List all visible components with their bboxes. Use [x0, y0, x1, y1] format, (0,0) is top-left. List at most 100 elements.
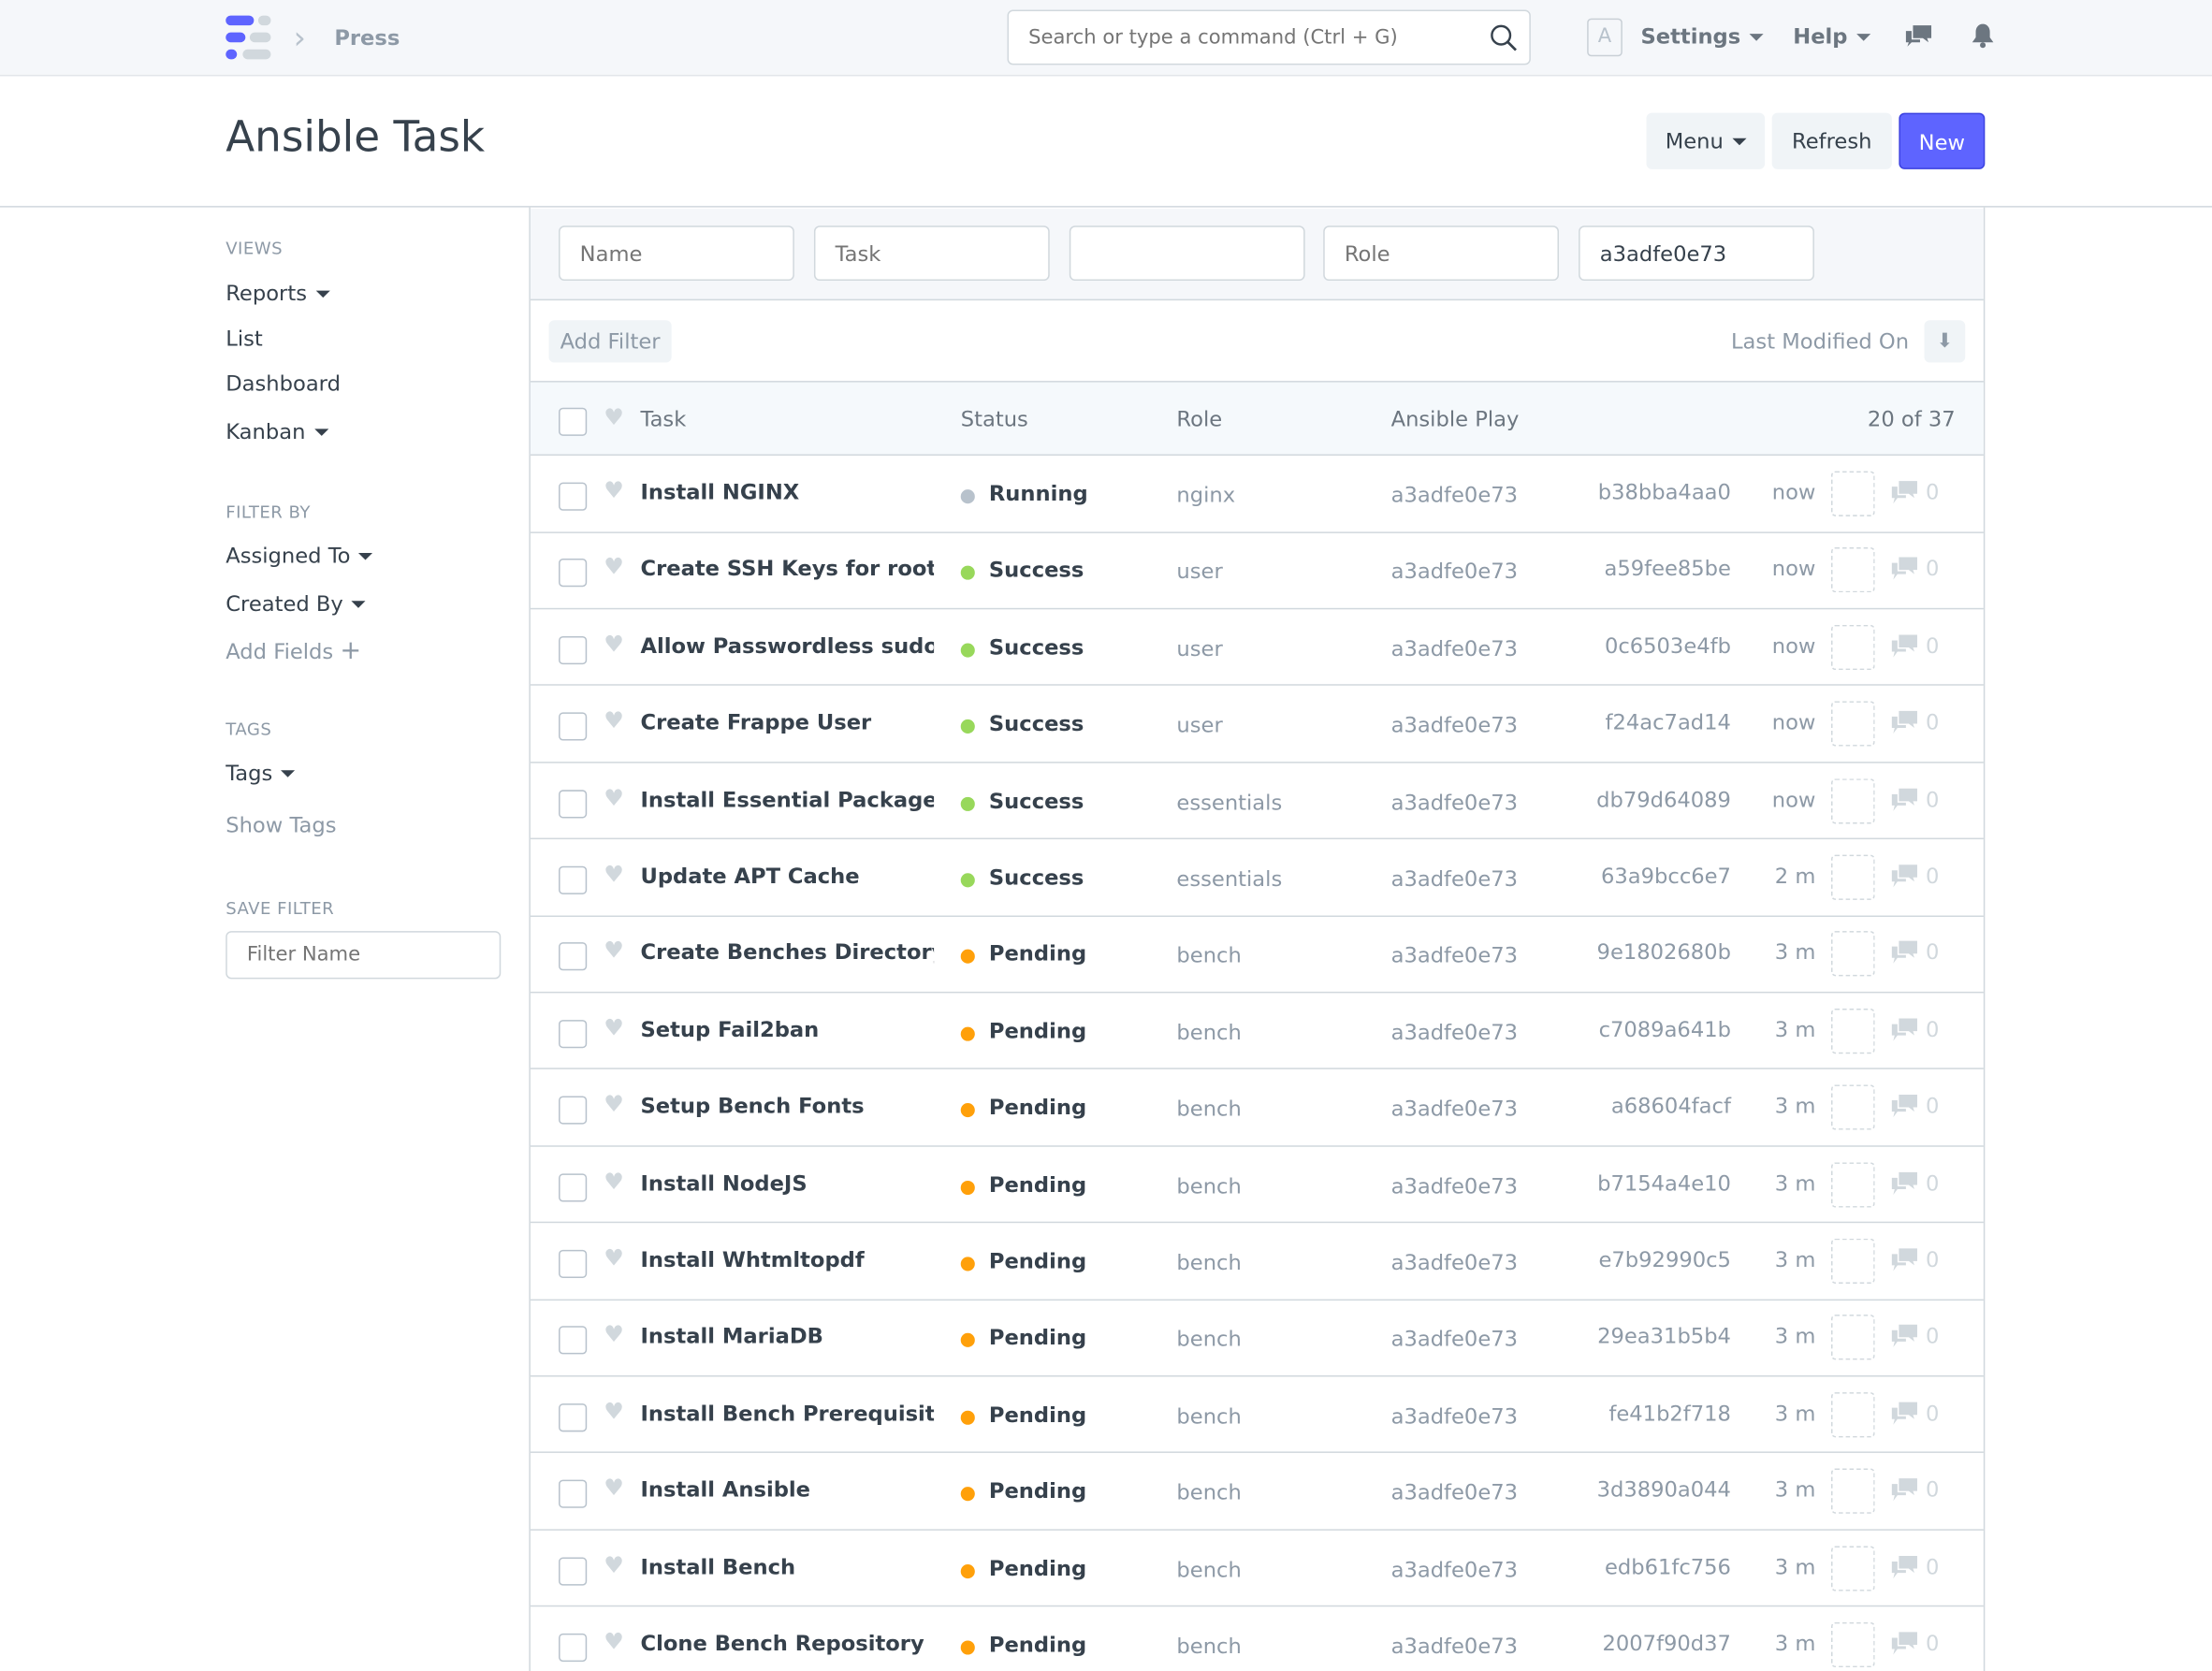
help-dropdown[interactable]: Help: [1793, 24, 1870, 50]
role-filter-input[interactable]: [1323, 225, 1560, 282]
record-name[interactable]: a59fee85be: [1604, 556, 1731, 582]
heart-icon[interactable]: ♥: [604, 403, 624, 430]
assigned-to-filter[interactable]: Assigned To: [226, 543, 373, 569]
table-row[interactable]: ♥ Install NGINX Running nginx a3adfe0e73 b38b…: [530, 456, 1984, 533]
heart-icon[interactable]: ♥: [604, 706, 624, 734]
record-name[interactable]: c7089a641b: [1598, 1016, 1731, 1042]
record-name[interactable]: b7154a4e10: [1597, 1170, 1731, 1196]
sidebar-item-reports[interactable]: Reports: [226, 281, 330, 306]
heart-icon[interactable]: ♥: [604, 1550, 624, 1578]
add-filter-button[interactable]: Add Filter: [548, 320, 672, 363]
task-link[interactable]: Create Benches Directory: [640, 939, 935, 966]
assign-placeholder[interactable]: [1830, 471, 1875, 516]
heart-icon[interactable]: ♥: [604, 1090, 624, 1118]
table-row[interactable]: ♥ Setup Bench Fonts Pending bench a3adfe0e73…: [530, 1069, 1984, 1147]
record-name[interactable]: b38bba4aa0: [1597, 479, 1731, 505]
app-logo[interactable]: [226, 15, 273, 61]
tags-dropdown[interactable]: Tags: [226, 761, 296, 786]
table-row[interactable]: ♥ Install Whtmltopdf Pending bench a3adfe0e7…: [530, 1223, 1984, 1300]
row-checkbox[interactable]: [559, 1326, 588, 1355]
assign-placeholder[interactable]: [1830, 1161, 1875, 1207]
sidebar-item-list[interactable]: List: [226, 326, 263, 352]
table-row[interactable]: ♥ Update APT Cache Success essentials a3adfe…: [530, 839, 1984, 917]
record-name[interactable]: e7b92990c5: [1598, 1246, 1731, 1272]
search-icon[interactable]: [1490, 24, 1518, 52]
record-name[interactable]: 29ea31b5b4: [1597, 1323, 1731, 1349]
row-checkbox[interactable]: [559, 942, 588, 971]
task-link[interactable]: Setup Bench Fonts: [640, 1093, 865, 1119]
sidebar-item-dashboard[interactable]: Dashboard: [226, 371, 341, 397]
task-link[interactable]: Install NodeJS: [640, 1170, 808, 1196]
record-name[interactable]: db79d64089: [1596, 786, 1731, 812]
task-link[interactable]: Install Whtmltopdf: [640, 1246, 865, 1272]
menu-button[interactable]: Menu: [1646, 112, 1766, 169]
refresh-button[interactable]: Refresh: [1771, 112, 1892, 169]
heart-icon[interactable]: ♥: [604, 1243, 624, 1271]
task-link[interactable]: Create Frappe User: [640, 709, 872, 735]
show-tags-link[interactable]: Show Tags: [226, 812, 337, 838]
heart-icon[interactable]: ♥: [604, 860, 624, 888]
table-row[interactable]: ♥ Install NodeJS Pending bench a3adfe0e73 b71…: [530, 1146, 1984, 1224]
table-row[interactable]: ♥ Install MariaDB Pending bench a3adfe0e73 29…: [530, 1300, 1984, 1377]
created-by-filter[interactable]: Created By: [226, 591, 366, 617]
task-link[interactable]: Allow Passwordless sudo Access: [640, 632, 935, 659]
play-filter-input[interactable]: [1579, 225, 1814, 282]
heart-icon[interactable]: ♥: [604, 937, 624, 965]
select-all-checkbox[interactable]: [559, 407, 588, 436]
assign-placeholder[interactable]: [1830, 624, 1875, 670]
task-link[interactable]: Setup Fail2ban: [640, 1016, 820, 1042]
assign-placeholder[interactable]: [1830, 1008, 1875, 1053]
row-checkbox[interactable]: [559, 1172, 588, 1201]
row-checkbox[interactable]: [559, 1479, 588, 1509]
row-checkbox[interactable]: [559, 865, 588, 894]
task-filter-input[interactable]: [813, 225, 1050, 282]
record-name[interactable]: 2007f90d37: [1602, 1630, 1731, 1657]
row-checkbox[interactable]: [559, 1633, 588, 1663]
record-name[interactable]: f24ac7ad14: [1605, 709, 1731, 735]
avatar[interactable]: A: [1587, 18, 1623, 57]
row-checkbox[interactable]: [559, 635, 588, 664]
add-fields-button[interactable]: Add Fields +: [226, 636, 361, 666]
heart-icon[interactable]: ♥: [604, 476, 624, 504]
row-checkbox[interactable]: [559, 1019, 588, 1048]
task-link[interactable]: Install Essential Packages: [640, 786, 935, 812]
table-row[interactable]: ♥ Install Bench Prerequisites Pending bench…: [530, 1376, 1984, 1454]
row-checkbox[interactable]: [559, 789, 588, 818]
row-checkbox[interactable]: [559, 559, 588, 588]
name-filter-input[interactable]: [559, 225, 794, 282]
assign-placeholder[interactable]: [1830, 854, 1875, 900]
breadcrumb-press[interactable]: Press: [334, 25, 400, 51]
heart-icon[interactable]: ♥: [604, 783, 624, 811]
assign-placeholder[interactable]: [1830, 777, 1875, 823]
task-link[interactable]: Install Bench: [640, 1553, 796, 1580]
task-link[interactable]: Install MariaDB: [640, 1323, 823, 1349]
assign-placeholder[interactable]: [1830, 931, 1875, 977]
row-checkbox[interactable]: [559, 1249, 588, 1278]
table-row[interactable]: ♥ Create Frappe User Success user a3adfe0e73…: [530, 686, 1984, 763]
record-name[interactable]: 63a9bcc6e7: [1601, 863, 1731, 889]
table-row[interactable]: ♥ Install Essential Packages Success essent…: [530, 763, 1984, 840]
record-name[interactable]: fe41b2f718: [1608, 1400, 1731, 1426]
task-link[interactable]: Update APT Cache: [640, 863, 860, 889]
heart-icon[interactable]: ♥: [604, 553, 624, 581]
row-checkbox[interactable]: [559, 712, 588, 741]
settings-dropdown[interactable]: Settings: [1640, 24, 1764, 50]
heart-icon[interactable]: ♥: [604, 1627, 624, 1655]
heart-icon[interactable]: ♥: [604, 1013, 624, 1041]
sort-order-button[interactable]: ⬇: [1924, 320, 1966, 363]
status-filter-input[interactable]: [1069, 225, 1305, 282]
record-name[interactable]: a68604facf: [1610, 1093, 1731, 1119]
sort-by-dropdown[interactable]: Last Modified On: [1730, 328, 1910, 355]
task-link[interactable]: Install Ansible: [640, 1476, 811, 1503]
table-row[interactable]: ♥ Allow Passwordless sudo Access Success us…: [530, 609, 1984, 687]
record-name[interactable]: 9e1802680b: [1596, 939, 1731, 966]
row-checkbox[interactable]: [559, 1402, 588, 1432]
row-checkbox[interactable]: [559, 1096, 588, 1125]
heart-icon[interactable]: ♥: [604, 1397, 624, 1425]
assign-placeholder[interactable]: [1830, 1238, 1875, 1285]
task-link[interactable]: Install NGINX: [640, 479, 800, 505]
record-name[interactable]: 0c6503e4fb: [1604, 632, 1731, 659]
search-input[interactable]: [1007, 9, 1531, 65]
heart-icon[interactable]: ♥: [604, 1474, 624, 1502]
chat-icon[interactable]: [1904, 24, 1932, 51]
